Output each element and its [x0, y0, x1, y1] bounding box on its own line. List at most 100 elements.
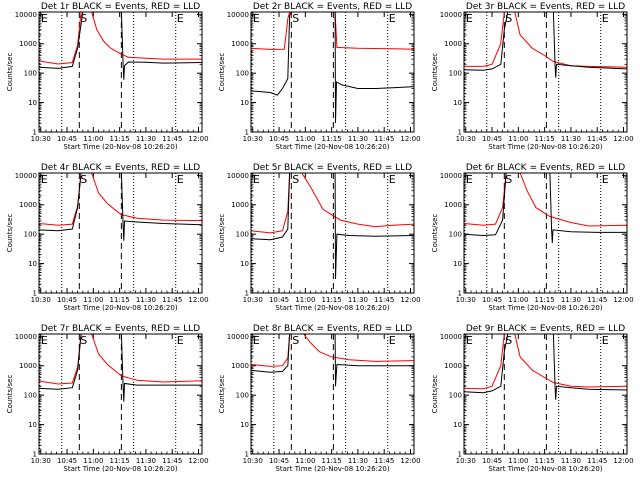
- x-tick-label: 10:45: [482, 457, 502, 465]
- y-tick-label: 1: [33, 129, 37, 137]
- y-tick-label: 10000: [440, 172, 462, 180]
- marker-label: S: [505, 12, 512, 25]
- x-tick-label: 10:45: [57, 457, 77, 465]
- marker-label: E: [389, 334, 396, 347]
- y-axis-label: Counts/sec: [218, 214, 226, 253]
- x-axis-label: Start Time (20-Nov-08 10:26:20): [488, 304, 602, 312]
- y-tick-label: 10000: [440, 11, 462, 19]
- series-events-line: [39, 173, 202, 241]
- x-tick-label: 12:00: [613, 457, 633, 465]
- marker-label: E: [389, 173, 396, 186]
- x-tick-label: 12:00: [613, 296, 633, 304]
- y-tick-label: 10000: [15, 333, 37, 341]
- y-tick-label: 10: [240, 260, 249, 268]
- y-axis-label: Counts/sec: [6, 53, 14, 92]
- plot-frame: [250, 172, 415, 294]
- x-tick-label: 11:00: [295, 457, 315, 465]
- marker-label: S: [292, 173, 299, 186]
- series-events-line: [464, 334, 627, 400]
- x-tick-label: 11:15: [535, 296, 555, 304]
- panel-title: Det 2r BLACK = Events, RED = LLD: [253, 2, 412, 12]
- x-tick-label: 11:00: [83, 457, 103, 465]
- x-tick-label: 11:30: [561, 296, 581, 304]
- x-axis-label: Start Time (20-Nov-08 10:26:20): [275, 143, 389, 151]
- x-axis-label: Start Time (20-Nov-08 10:26:20): [488, 465, 602, 473]
- y-tick-label: 10000: [15, 172, 37, 180]
- y-axis-label: Counts/sec: [431, 53, 439, 92]
- panel-3: Det 3r BLACK = Events, RED = LLD 1 10 100 10…: [431, 2, 634, 151]
- x-tick-label: 10:45: [269, 135, 289, 143]
- y-tick-label: 1: [245, 451, 249, 459]
- marker-label: E: [466, 173, 473, 186]
- y-tick-label: 1: [33, 451, 37, 459]
- y-tick-label: 1: [245, 129, 249, 137]
- y-axis-label: Counts/sec: [6, 214, 14, 253]
- panel-2: Det 2r BLACK = Events, RED = LLD 1 10 100 10…: [218, 2, 421, 151]
- y-tick-label: 10: [240, 421, 249, 429]
- x-tick-label: 10:45: [482, 296, 502, 304]
- series-lld-line: [464, 173, 627, 227]
- y-tick-label: 1: [245, 290, 249, 298]
- x-tick-label: 11:15: [322, 296, 342, 304]
- series-lld-line: [464, 334, 627, 390]
- y-tick-label: 1000: [444, 40, 462, 48]
- y-tick-label: 100: [449, 70, 462, 78]
- y-tick-label: 10: [28, 99, 37, 107]
- x-axis-label: Start Time (20-Nov-08 10:26:20): [63, 465, 177, 473]
- y-tick-label: 10: [453, 260, 462, 268]
- y-tick-label: 100: [236, 70, 249, 78]
- marker-label: S: [80, 173, 87, 186]
- x-axis-label: Start Time (20-Nov-08 10:26:20): [275, 304, 389, 312]
- marker-label: E: [253, 173, 260, 186]
- y-tick-label: 1: [458, 129, 462, 137]
- plot-frame: [38, 333, 203, 455]
- y-tick-label: 100: [24, 392, 37, 400]
- panel-7: Det 7r BLACK = Events, RED = LLD 1 10 100 10…: [6, 324, 209, 473]
- x-tick-label: 10:45: [57, 135, 77, 143]
- x-tick-label: 11:30: [561, 457, 581, 465]
- marker-label: E: [177, 173, 184, 186]
- x-tick-label: 11:30: [136, 296, 156, 304]
- x-tick-label: 11:45: [162, 296, 182, 304]
- x-tick-label: 11:00: [83, 135, 103, 143]
- plot-frame: [38, 11, 203, 133]
- plot-frame: [463, 333, 628, 455]
- x-axis-label: Start Time (20-Nov-08 10:26:20): [275, 465, 389, 473]
- series-events-line: [39, 12, 202, 80]
- y-axis-label: Counts/sec: [218, 53, 226, 92]
- y-tick-label: 100: [236, 392, 249, 400]
- series-lld-line: [39, 334, 202, 385]
- y-tick-label: 1000: [19, 40, 37, 48]
- x-tick-label: 10:30: [243, 296, 263, 304]
- x-tick-label: 11:15: [535, 135, 555, 143]
- series-lld-line: [251, 12, 414, 50]
- plot-frame: [38, 172, 203, 294]
- x-tick-label: 11:15: [110, 135, 130, 143]
- x-tick-label: 11:15: [110, 296, 130, 304]
- x-tick-label: 11:15: [110, 457, 130, 465]
- marker-label: E: [41, 173, 48, 186]
- series-events-line: [464, 173, 627, 244]
- x-axis-label: Start Time (20-Nov-08 10:26:20): [63, 143, 177, 151]
- plot-frame: [250, 333, 415, 455]
- y-tick-label: 10: [28, 260, 37, 268]
- series-lld-line: [39, 12, 202, 65]
- y-tick-label: 100: [236, 231, 249, 239]
- panel-title: Det 9r BLACK = Events, RED = LLD: [466, 324, 625, 334]
- y-tick-label: 1000: [231, 362, 249, 370]
- marker-label: S: [292, 12, 299, 25]
- x-tick-label: 11:00: [83, 296, 103, 304]
- x-tick-label: 11:00: [508, 296, 528, 304]
- y-tick-label: 1000: [19, 201, 37, 209]
- panel-title: Det 6r BLACK = Events, RED = LLD: [466, 163, 625, 173]
- y-tick-label: 1000: [19, 362, 37, 370]
- y-tick-label: 1000: [231, 201, 249, 209]
- series-events-line: [464, 12, 627, 78]
- marker-label: S: [80, 12, 87, 25]
- marker-label: E: [466, 334, 473, 347]
- x-tick-label: 10:45: [269, 296, 289, 304]
- panel-title: Det 5r BLACK = Events, RED = LLD: [253, 163, 412, 173]
- y-tick-label: 1: [458, 290, 462, 298]
- marker-label: E: [389, 12, 396, 25]
